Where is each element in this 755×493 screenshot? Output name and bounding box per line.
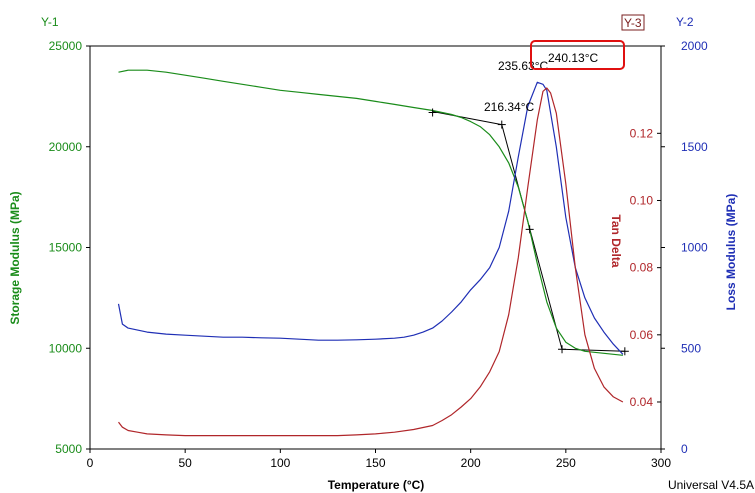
software-version: Universal V4.5A <box>668 478 754 492</box>
y3-tick-label: 0.08 <box>630 261 654 275</box>
y1-tick-label: 5000 <box>55 442 82 456</box>
x-tick-label: 300 <box>651 456 671 470</box>
annotation-loss-peak: 235.63°C <box>498 59 549 73</box>
y2-tick-label: 1000 <box>681 241 708 255</box>
highlight-box <box>530 40 625 70</box>
y1-tick-label: 10000 <box>49 341 83 355</box>
x-tick-label: 200 <box>461 456 481 470</box>
cursor-marker <box>497 120 506 129</box>
annotation-storage-onset: 216.34°C <box>484 100 535 114</box>
series-line-tan <box>118 87 624 437</box>
y1-tick-label: 15000 <box>49 241 83 255</box>
x-tick-label: 50 <box>178 456 192 470</box>
series-line-loss <box>117 81 624 355</box>
plot-frame <box>89 45 662 450</box>
x-axis-title: Temperature (°C) <box>328 478 425 492</box>
y2-tick-label: 1500 <box>681 140 708 154</box>
x-tick-label: 0 <box>87 456 94 470</box>
y3-tick-label: 0.04 <box>630 395 654 409</box>
y2-axis-title: Loss Modulus (MPa) <box>724 194 738 311</box>
x-axis-ticks: 0 50 100 150 200 250 300 <box>87 449 671 470</box>
y2-tick-label: 500 <box>681 341 701 355</box>
cursor-markers <box>428 108 629 356</box>
y3-axis-ticks: 0.04 0.06 0.08 0.10 0.12 <box>630 126 661 409</box>
y3-axis-title: Tan Delta <box>609 214 623 267</box>
y3-tag-box <box>621 14 645 31</box>
y3-tick-label: 0.06 <box>630 328 654 342</box>
cursor-marker <box>620 347 629 356</box>
cursor-marker <box>525 225 534 234</box>
tangent-line <box>432 110 502 126</box>
y1-tag: Y-1 <box>41 15 59 29</box>
x-tick-label: 250 <box>556 456 576 470</box>
cursor-marker <box>558 345 567 354</box>
y3-tick-label: 0.10 <box>630 193 654 207</box>
cursor-marker <box>428 108 437 117</box>
y3-tick-label: 0.12 <box>630 126 654 140</box>
y2-axis-ticks: 0 500 1000 1500 2000 <box>661 39 708 456</box>
y1-axis-ticks: 5000 10000 15000 20000 25000 <box>49 39 90 456</box>
y2-tick-label: 2000 <box>681 39 708 53</box>
x-tick-label: 100 <box>270 456 290 470</box>
y1-tick-label: 25000 <box>49 39 83 53</box>
onset-tangent-lines <box>432 110 625 352</box>
y2-tag: Y-2 <box>676 15 694 29</box>
y3-tag: Y-3 <box>624 16 642 30</box>
annotation-tan-peak: 240.13°C <box>548 51 599 65</box>
y1-axis-title: Storage Modulus (MPa) <box>8 191 22 324</box>
x-tick-label: 150 <box>365 456 385 470</box>
y2-tick-label: 0 <box>681 442 688 456</box>
series-lines <box>117 69 624 437</box>
series-line-storage <box>118 69 623 356</box>
y1-tick-label: 20000 <box>49 140 83 154</box>
tangent-line <box>562 348 625 352</box>
